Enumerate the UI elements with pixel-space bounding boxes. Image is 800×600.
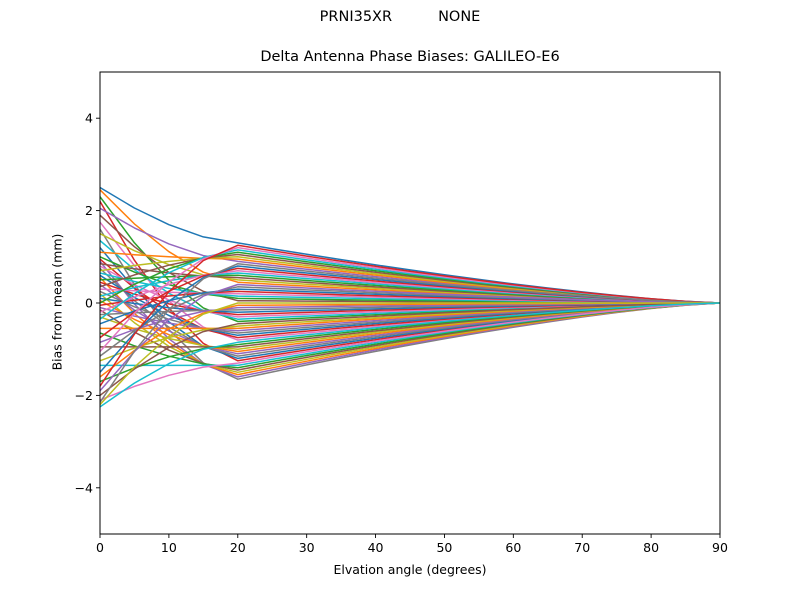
x-tick-label: 80	[643, 540, 659, 555]
series-line	[100, 302, 720, 401]
series-line	[100, 262, 720, 403]
suptitle-radome: NONE	[438, 9, 481, 25]
y-axis-ticks: −4 −2 0 2 4	[75, 111, 100, 495]
x-axis-label: Elvation angle (degrees)	[333, 562, 487, 577]
series-line	[100, 302, 720, 406]
series-lines	[100, 186, 720, 408]
y-tick-label: −2	[75, 388, 93, 403]
x-tick-label: 30	[299, 540, 315, 555]
y-tick-label: 2	[85, 203, 93, 218]
series-line	[100, 283, 720, 392]
series-line	[100, 244, 720, 387]
y-axis-label: Bias from mean (mm)	[49, 233, 65, 371]
x-tick-label: 20	[230, 540, 246, 555]
chart-title: Delta Antenna Phase Biases: GALILEO-E6	[260, 49, 560, 65]
x-tick-label: 0	[96, 540, 104, 555]
x-tick-label: 50	[436, 540, 452, 555]
y-tick-label: −4	[75, 480, 93, 495]
series-line	[100, 302, 720, 396]
x-axis-ticks: 0 10 20 30 40 50 60 70 80 90	[96, 534, 728, 555]
series-line	[100, 302, 720, 408]
x-tick-label: 60	[505, 540, 521, 555]
suptitle-antenna: PRNI35XR	[319, 9, 393, 25]
x-tick-label: 40	[368, 540, 384, 555]
x-tick-label: 90	[712, 540, 728, 555]
x-tick-label: 10	[161, 540, 177, 555]
y-tick-label: 4	[85, 111, 93, 126]
x-tick-label: 70	[574, 540, 590, 555]
figure-suptitle: PRNI35XR NONE	[0, 9, 800, 25]
y-tick-label: 0	[85, 296, 93, 311]
